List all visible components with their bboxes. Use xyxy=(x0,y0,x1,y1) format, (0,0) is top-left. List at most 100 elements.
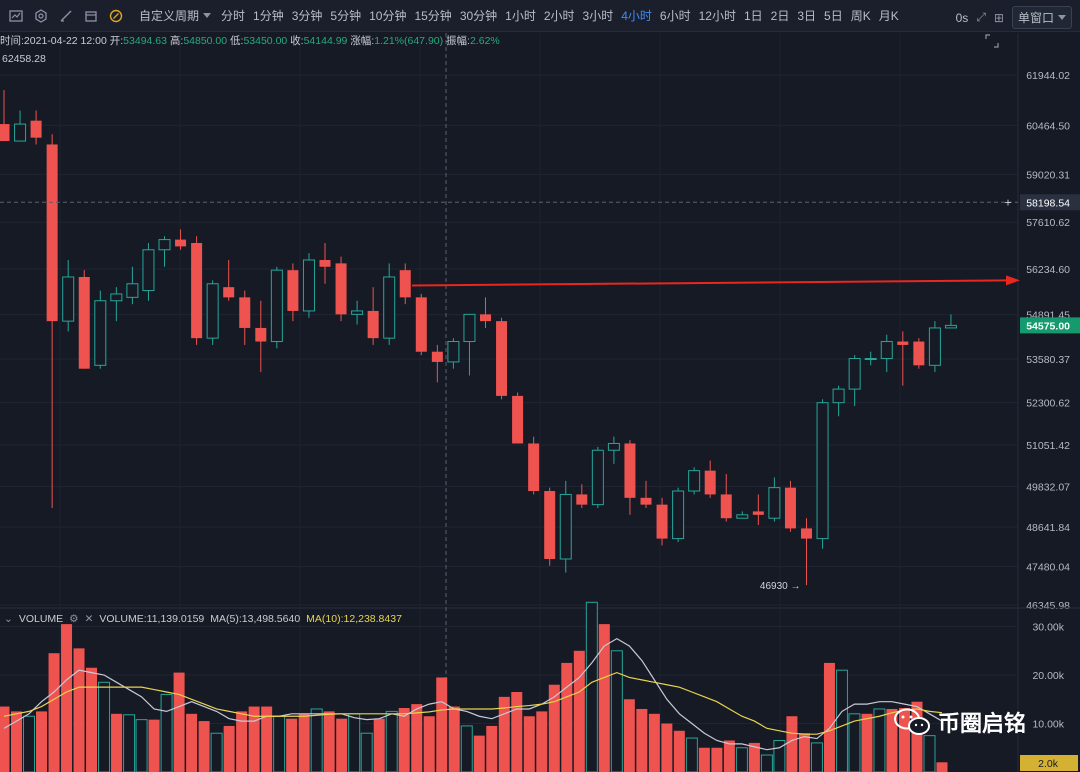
window-mode-dropdown[interactable]: 单窗口 xyxy=(1011,6,1072,29)
custom-period-label: 自定义周期 xyxy=(139,9,200,23)
custom-period-dropdown[interactable]: 自定义周期 xyxy=(139,7,212,24)
candle-body xyxy=(913,341,925,366)
volume-bar xyxy=(598,624,610,772)
high-value: 54850.00 xyxy=(183,35,228,47)
volume-bar xyxy=(123,714,136,772)
ma10-value: MA(10):12,238.8437 xyxy=(306,613,402,625)
volume-bar xyxy=(636,708,648,772)
period-list: 分时 1分钟 3分钟 5分钟 10分钟 15分钟 30分钟 1小时 2小时 3小时 4小时 6小时 12… xyxy=(217,7,903,24)
period-8[interactable]: 2小时 xyxy=(543,9,575,23)
settings-icon[interactable] xyxy=(32,7,50,25)
collapse-icon[interactable]: ⌄ xyxy=(4,613,13,625)
volume-bar xyxy=(323,711,335,772)
period-16[interactable]: 5日 xyxy=(824,9,843,23)
high-marker: 62458.28 xyxy=(2,53,46,65)
volume-bar xyxy=(298,713,310,772)
candle-body xyxy=(736,514,749,519)
chevron-down-icon xyxy=(203,13,212,18)
candle-body xyxy=(624,443,636,498)
ma5-value: MA(5):13,498.5640 xyxy=(210,613,301,625)
volume-bar xyxy=(610,650,623,772)
candle-body xyxy=(559,493,572,560)
period-0[interactable]: 分时 xyxy=(221,9,246,23)
period-13[interactable]: 1日 xyxy=(743,9,763,23)
volume-bar xyxy=(48,653,60,772)
volume-bar xyxy=(711,747,723,772)
volume-bar xyxy=(23,715,36,772)
candle-body xyxy=(848,358,861,390)
expand-icon[interactable] xyxy=(985,34,999,48)
candlestick-chart[interactable]: 61944.02 60464.50 59020.31 57610.62 56234.60… xyxy=(0,33,1080,772)
volume-value: VOLUME:11,139.0159 xyxy=(99,613,205,625)
price-tick-label: 49832.07 xyxy=(1026,482,1070,494)
period-17[interactable]: 周K xyxy=(850,9,871,23)
period-15[interactable]: 3日 xyxy=(797,9,817,23)
volume-bar xyxy=(760,754,773,772)
amplitude-label: 振幅: xyxy=(446,35,470,47)
volume-bar xyxy=(773,739,786,772)
volume-legend: ⌄ VOLUME ⚙ ✕ VOLUME:11,139.0159 MA(5):13… xyxy=(4,613,402,625)
period-9[interactable]: 3小时 xyxy=(582,9,614,23)
period-5[interactable]: 15分钟 xyxy=(414,9,452,23)
candle-body xyxy=(752,511,764,515)
volume-bar xyxy=(873,708,886,772)
chart-toolbar: 自定义周期 分时 1分钟 3分钟 5分钟 10分钟 15分钟 30分钟 1小时 2小时 3小时 4小… xyxy=(0,0,1080,32)
candle-body xyxy=(928,327,941,366)
price-tick-label: 53580.37 xyxy=(1026,354,1070,366)
volume-bar xyxy=(98,681,111,772)
candle-body xyxy=(351,310,364,315)
period-11[interactable]: 6小时 xyxy=(659,9,691,23)
price-tick-label: 52300.62 xyxy=(1026,398,1070,410)
volume-bar xyxy=(0,706,10,772)
volume-bar xyxy=(186,713,198,772)
period-18[interactable]: 月K xyxy=(878,9,899,23)
draw-tool-icon[interactable] xyxy=(57,7,75,25)
period-12[interactable]: 12小时 xyxy=(698,9,736,23)
volume-bar xyxy=(36,711,48,772)
layout-icon[interactable]: ⊞ xyxy=(993,10,1004,25)
price-tick-label: 48641.84 xyxy=(1026,522,1070,534)
volume-bar xyxy=(460,725,473,772)
candle-body xyxy=(832,388,845,404)
candle-body xyxy=(302,259,315,312)
volume-bar xyxy=(286,718,298,772)
volume-bar xyxy=(135,719,148,772)
volume-bar xyxy=(698,747,710,772)
period-14[interactable]: 2日 xyxy=(770,9,790,23)
period-6[interactable]: 30分钟 xyxy=(459,9,498,23)
volume-bar xyxy=(210,732,223,772)
candle-body xyxy=(720,494,732,519)
candle-body xyxy=(784,487,796,529)
settings-icon[interactable]: ⚙ xyxy=(69,613,79,625)
period-10[interactable]: 4小时 xyxy=(621,9,652,23)
period-7[interactable]: 1小时 xyxy=(505,9,536,23)
close-icon[interactable]: ✕ xyxy=(84,613,94,625)
volume-title: VOLUME xyxy=(18,613,64,625)
indicator-icon[interactable] xyxy=(107,7,125,25)
calendar-icon[interactable] xyxy=(82,7,100,25)
period-4[interactable]: 10分钟 xyxy=(369,9,407,23)
volume-bar xyxy=(661,723,673,772)
candle-body xyxy=(239,297,251,328)
candle-body xyxy=(110,293,123,302)
current-price-badge xyxy=(1020,317,1080,334)
window-mode-label: 单窗口 xyxy=(1017,11,1054,25)
volume-bar xyxy=(886,708,898,772)
volume-tick-label: 20.00k xyxy=(1032,670,1064,682)
period-3[interactable]: 5分钟 xyxy=(330,9,362,23)
crosshair-price-label: 58198.54 xyxy=(1026,197,1070,209)
volume-bar xyxy=(786,716,798,772)
candle-body xyxy=(142,249,155,292)
fullscreen-icon[interactable]: ⤢ xyxy=(976,10,986,24)
candle-body xyxy=(576,494,588,505)
candle-body xyxy=(367,310,379,339)
period-1[interactable]: 1分钟 xyxy=(253,9,284,23)
chart-type-icon[interactable] xyxy=(7,7,25,25)
period-2[interactable]: 3分钟 xyxy=(291,9,323,23)
open-value: 53494.63 xyxy=(123,35,167,47)
interval-label[interactable]: 0s xyxy=(955,10,969,25)
change-label: 涨幅: xyxy=(350,35,375,47)
price-tick-label: 59020.31 xyxy=(1026,169,1070,181)
ma10-line xyxy=(3,671,943,735)
volume-bar xyxy=(236,711,248,772)
